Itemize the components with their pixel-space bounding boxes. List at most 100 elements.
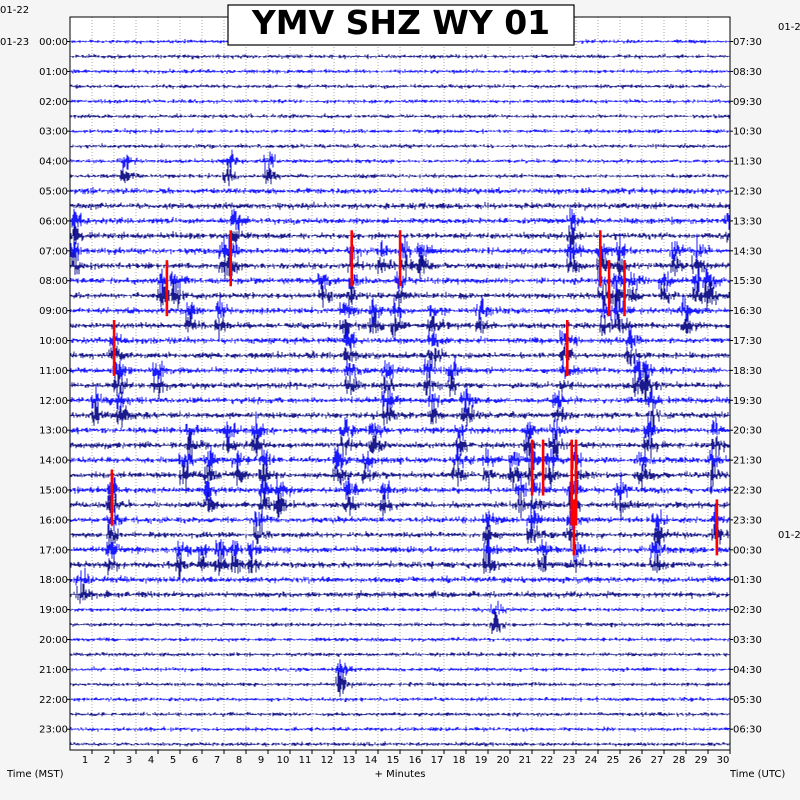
x-tick-label: 27 bbox=[651, 755, 664, 766]
clipped-event-marker bbox=[350, 230, 353, 287]
x-tick-label: 23 bbox=[563, 755, 576, 766]
left-hour-label: 04:00 bbox=[39, 157, 68, 168]
x-tick-label: 6 bbox=[192, 755, 198, 766]
left-hour-label: 05:00 bbox=[39, 187, 68, 198]
clipped-event-marker bbox=[607, 260, 611, 317]
x-axis-title: + Minutes bbox=[375, 769, 426, 780]
clipped-event-marker bbox=[398, 230, 402, 287]
right-hour-label: 17:30 bbox=[733, 336, 762, 347]
title-box bbox=[227, 4, 575, 46]
x-tick-label: 3 bbox=[126, 755, 132, 766]
right-hour-label: 13:30 bbox=[733, 216, 762, 227]
right-hour-label: 02:30 bbox=[733, 605, 762, 616]
right-hour-label: 10:30 bbox=[733, 127, 762, 138]
right-hour-label: 05:30 bbox=[733, 695, 762, 706]
left-hour-label: 09:00 bbox=[39, 306, 68, 317]
clipped-event-marker bbox=[566, 319, 569, 376]
x-tick-label: 19 bbox=[475, 755, 488, 766]
x-tick-label: 17 bbox=[431, 755, 444, 766]
right-hour-label: 00:30 bbox=[733, 545, 762, 556]
left-hour-label: 18:00 bbox=[39, 575, 68, 586]
x-tick-label: 11 bbox=[299, 755, 312, 766]
left-hour-label: 08:00 bbox=[39, 276, 68, 287]
right-hour-label: 23:30 bbox=[733, 515, 762, 526]
left-hour-label: 15:00 bbox=[39, 486, 68, 497]
x-tick-label: 2 bbox=[104, 755, 110, 766]
x-tick-label: 25 bbox=[607, 755, 620, 766]
clipped-event-marker bbox=[229, 230, 232, 287]
right-hour-label: 04:30 bbox=[733, 665, 762, 676]
right-hour-label: 15:30 bbox=[733, 276, 762, 287]
right-hour-label: 08:30 bbox=[733, 67, 762, 78]
x-tick-label: 15 bbox=[387, 755, 400, 766]
clipped-event-marker bbox=[165, 260, 169, 317]
left-hour-label: 16:00 bbox=[39, 515, 68, 526]
x-tick-label: 29 bbox=[695, 755, 708, 766]
clipped-event-marker bbox=[572, 499, 576, 556]
trace-layer bbox=[69, 38, 731, 747]
x-tick-label: 10 bbox=[277, 755, 290, 766]
left-date-next: 01-23 bbox=[0, 37, 29, 48]
x-tick-label: 4 bbox=[148, 755, 154, 766]
x-tick-label: 30 bbox=[717, 755, 730, 766]
clipped-event-marker bbox=[574, 439, 578, 496]
clipped-event-marker bbox=[541, 439, 545, 496]
clipped-event-marker bbox=[570, 439, 573, 496]
x-tick-label: 14 bbox=[365, 755, 378, 766]
right-hour-label: 14:30 bbox=[733, 246, 762, 257]
x-tick-label: 21 bbox=[519, 755, 532, 766]
x-tick-label: 28 bbox=[673, 755, 686, 766]
x-tick-label: 9 bbox=[258, 755, 264, 766]
x-tick-label: 1 bbox=[82, 755, 88, 766]
left-hour-label: 21:00 bbox=[39, 665, 68, 676]
left-hour-label: 11:00 bbox=[39, 366, 68, 377]
right-hour-label: 11:30 bbox=[733, 157, 762, 168]
left-hour-label: 12:00 bbox=[39, 396, 68, 407]
right-hour-label: 16:30 bbox=[733, 306, 762, 317]
right-hour-label: 06:30 bbox=[733, 725, 762, 736]
left-hour-label: 00:00 bbox=[39, 37, 68, 48]
left-hour-label: 22:00 bbox=[39, 695, 68, 706]
right-axis-title: Time (UTC) bbox=[729, 769, 785, 780]
clipped-event-marker bbox=[112, 319, 116, 376]
right-hour-label: 20:30 bbox=[733, 426, 762, 437]
x-tick-label: 12 bbox=[321, 755, 334, 766]
left-hour-label: 02:00 bbox=[39, 97, 68, 108]
right-hour-label: 19:30 bbox=[733, 396, 762, 407]
left-hour-label: 23:00 bbox=[39, 725, 68, 736]
right-hour-label: 07:30 bbox=[733, 37, 762, 48]
left-hour-label: 07:00 bbox=[39, 246, 68, 257]
clipped-event-marker bbox=[570, 469, 573, 526]
x-tick-label: 7 bbox=[214, 755, 220, 766]
clipped-event-marker bbox=[599, 230, 602, 287]
left-hour-label: 06:00 bbox=[39, 216, 68, 227]
right-date-start: 01-22 bbox=[778, 22, 800, 33]
left-hour-label: 14:00 bbox=[39, 456, 68, 467]
clipped-amplitude-layer bbox=[110, 230, 719, 556]
x-tick-label: 13 bbox=[343, 755, 356, 766]
right-hour-label: 01:30 bbox=[733, 575, 762, 586]
clipped-event-marker bbox=[530, 439, 534, 496]
chart-title: YMV SHZ WY 01 bbox=[251, 3, 550, 42]
right-hour-label: 18:30 bbox=[733, 366, 762, 377]
left-axis-title: Time (MST) bbox=[6, 769, 64, 780]
left-hour-label: 19:00 bbox=[39, 605, 68, 616]
left-hour-label: 03:00 bbox=[39, 127, 68, 138]
left-hour-label: 20:00 bbox=[39, 635, 68, 646]
x-tick-label: 16 bbox=[409, 755, 422, 766]
axis-labels: 00:00 01:00 02:00 03:00 04:00 05:00 06:00 07:00… bbox=[39, 37, 762, 736]
clipped-event-marker bbox=[110, 469, 114, 526]
right-hour-label: 12:30 bbox=[733, 187, 762, 198]
clipped-event-marker bbox=[623, 260, 626, 317]
right-hour-label: 22:30 bbox=[733, 486, 762, 497]
clipped-event-marker bbox=[715, 499, 719, 556]
left-hour-label: 13:00 bbox=[39, 426, 68, 437]
x-tick-label: 22 bbox=[541, 755, 554, 766]
x-tick-label: 8 bbox=[236, 755, 242, 766]
right-hour-label: 09:30 bbox=[733, 97, 762, 108]
x-tick-label: 26 bbox=[629, 755, 642, 766]
x-tick-label: 5 bbox=[170, 755, 176, 766]
right-date-next: 01-2 bbox=[778, 530, 800, 541]
left-hour-label: 10:00 bbox=[39, 336, 68, 347]
